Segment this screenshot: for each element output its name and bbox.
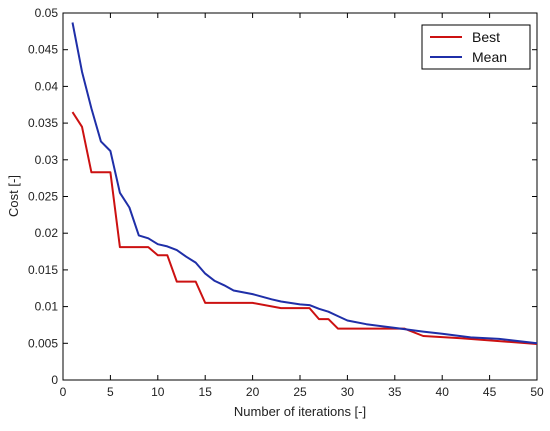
legend: Best Mean (421, 24, 531, 70)
y-tick-label: 0.035 (28, 116, 58, 130)
x-tick-label: 50 (530, 385, 544, 399)
y-tick-label: 0.01 (35, 300, 59, 314)
y-tick-label: 0.005 (28, 336, 58, 350)
legend-box (421, 24, 531, 70)
y-tick-label: 0.02 (35, 226, 59, 240)
x-tick-label: 35 (388, 385, 402, 399)
x-tick-label: 15 (199, 385, 213, 399)
series-layer (71, 22, 538, 345)
y-tick-label: 0.04 (35, 79, 59, 93)
y-tick-label: 0.045 (28, 43, 58, 57)
legend-label-mean: Mean (472, 49, 507, 65)
x-tick-label: 40 (436, 385, 450, 399)
x-tick-label: 5 (107, 385, 114, 399)
y-tick-label: 0.025 (28, 190, 58, 204)
x-tick-label: 20 (246, 385, 260, 399)
x-tick-label: 0 (60, 385, 67, 399)
series-line-best (71, 111, 538, 345)
axis-ticks: 0 5 10 15 20 25 30 35 40 45 50 0 0.005 0.01 0.015 0.02 0… (28, 6, 544, 399)
plot-area (62, 12, 538, 381)
y-tick-label: 0.03 (35, 153, 59, 167)
y-tick-label: 0.015 (28, 263, 58, 277)
y-tick-label: 0 (51, 373, 58, 387)
legend-label-best: Best (472, 29, 500, 45)
x-tick-label: 45 (483, 385, 497, 399)
y-tick-label: 0.05 (35, 6, 59, 20)
series-line-mean (71, 22, 538, 345)
x-tick-label: 10 (151, 385, 165, 399)
x-tick-label: 25 (293, 385, 307, 399)
y-axis-label: Cost [-] (6, 175, 21, 217)
x-axis-label: Number of iterations [-] (234, 404, 366, 419)
x-tick-label: 30 (341, 385, 355, 399)
